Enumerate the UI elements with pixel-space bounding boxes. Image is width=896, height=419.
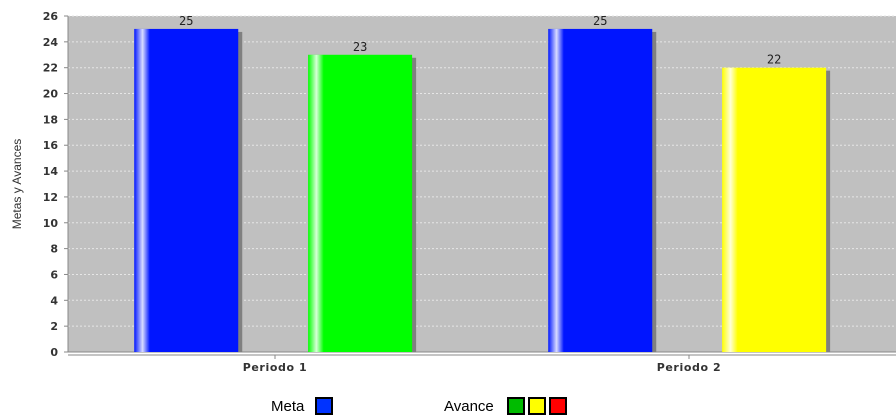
y-tick-label: 2 (50, 320, 58, 333)
data-label: 22 (767, 53, 781, 67)
labels: 25 23 Periodo 1 25 22 Periodo 2 (179, 14, 781, 374)
x-tick-label: Periodo 2 (657, 361, 722, 374)
y-tick-label: 24 (43, 36, 59, 49)
legend-label-avance: Avance (444, 397, 494, 415)
data-label: 25 (179, 14, 193, 28)
y-tick-label: 0 (50, 346, 58, 359)
bar-highlight (308, 54, 413, 353)
y-tick-label: 12 (43, 191, 58, 204)
y-tick-label: 4 (50, 294, 58, 307)
bar-highlight (548, 28, 653, 353)
y-tick-label: 20 (43, 88, 59, 101)
legend-swatch (506, 397, 525, 415)
legend-swatch (548, 397, 567, 415)
data-label: 25 (593, 14, 607, 28)
y-tick-label: 8 (50, 243, 58, 256)
bars (134, 28, 831, 353)
bar-highlight (134, 28, 239, 353)
legend-label-meta: Meta (271, 397, 305, 415)
y-tick-label: 18 (43, 113, 58, 126)
y-tick-label: 6 (50, 268, 58, 281)
legend-item-meta: Meta (271, 393, 334, 419)
legend-swatches-meta (312, 397, 334, 415)
legend-swatch (527, 397, 546, 415)
legend-swatch (315, 397, 334, 415)
y-tick-label: 10 (43, 217, 59, 230)
legend-swatches-avance (504, 397, 567, 415)
y-tick-label: 14 (43, 165, 59, 178)
y-axis-title: Metas y Avances (10, 139, 24, 230)
y-tick-label: 16 (43, 139, 59, 152)
y-tick-label: 22 (43, 62, 58, 75)
data-label: 23 (353, 40, 367, 54)
y-tick-label: 26 (43, 10, 59, 23)
legend-item-avance: Avance (444, 393, 567, 419)
x-tick-label: Periodo 1 (243, 361, 308, 374)
bar-highlight (722, 67, 827, 352)
